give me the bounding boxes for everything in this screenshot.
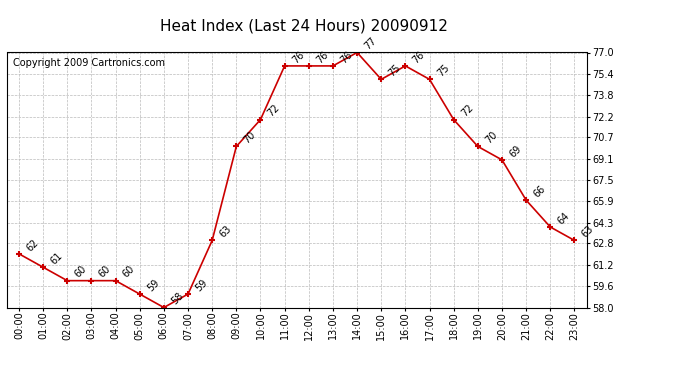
Text: 59: 59 [194, 278, 209, 293]
Text: 76: 76 [315, 50, 330, 65]
Text: 64: 64 [556, 210, 571, 226]
Text: 75: 75 [435, 63, 451, 79]
Text: 62: 62 [25, 237, 40, 253]
Text: 58: 58 [170, 291, 185, 307]
Text: 60: 60 [121, 264, 137, 280]
Text: 72: 72 [266, 103, 282, 119]
Text: 76: 76 [411, 50, 426, 65]
Text: Heat Index (Last 24 Hours) 20090912: Heat Index (Last 24 Hours) 20090912 [159, 19, 448, 34]
Text: 61: 61 [49, 251, 64, 267]
Text: 72: 72 [460, 103, 475, 119]
Text: 59: 59 [146, 278, 161, 293]
Text: Copyright 2009 Cartronics.com: Copyright 2009 Cartronics.com [12, 58, 165, 68]
Text: 70: 70 [242, 130, 257, 146]
Text: 75: 75 [387, 63, 403, 79]
Text: 69: 69 [508, 143, 523, 159]
Text: 66: 66 [532, 184, 547, 200]
Text: 60: 60 [73, 264, 88, 280]
Text: 76: 76 [339, 50, 354, 65]
Text: 70: 70 [484, 130, 499, 146]
Text: 76: 76 [290, 50, 306, 65]
Text: 63: 63 [218, 224, 233, 240]
Text: 63: 63 [580, 224, 595, 240]
Text: 77: 77 [363, 36, 379, 52]
Text: 60: 60 [97, 264, 112, 280]
